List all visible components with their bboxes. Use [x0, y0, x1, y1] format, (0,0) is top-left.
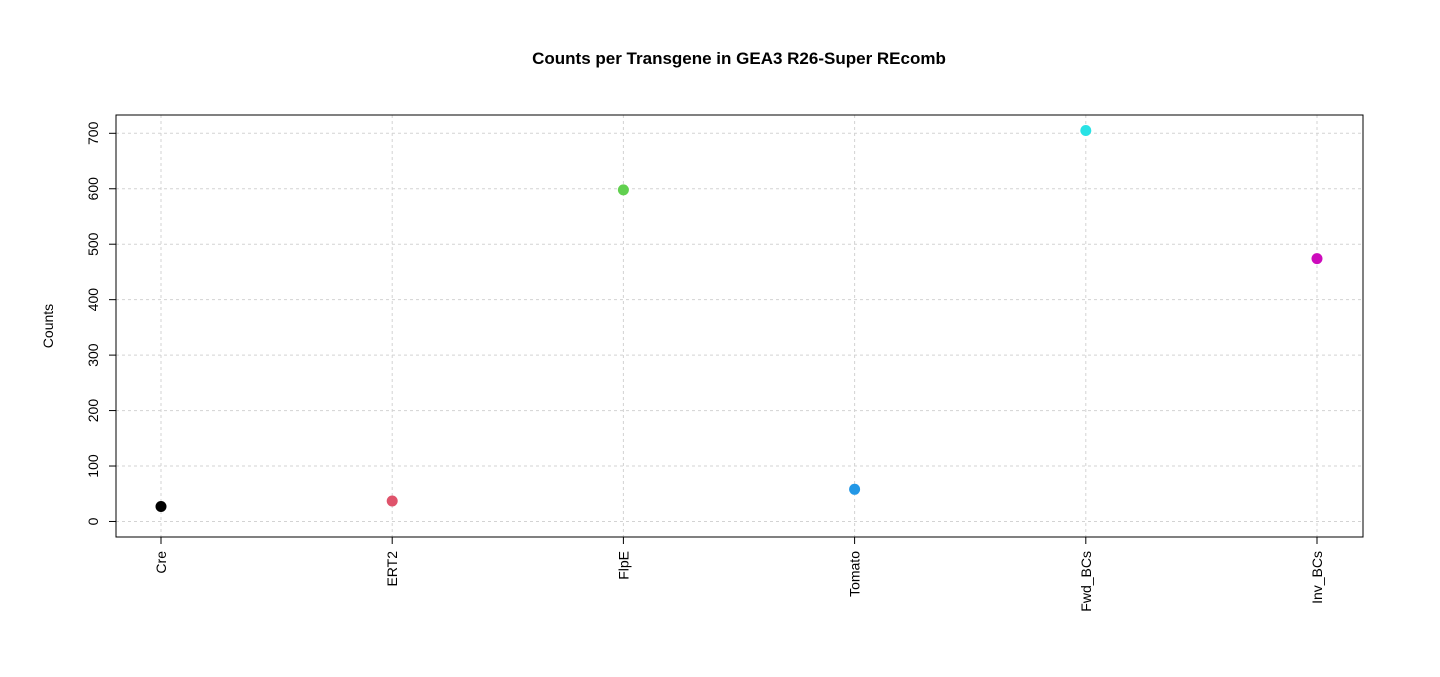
y-tick-label: 0: [85, 517, 101, 525]
y-tick-label: 100: [85, 454, 101, 478]
y-axis-label: Counts: [40, 304, 56, 348]
x-tick-label: FlpE: [615, 551, 631, 580]
y-tick-label: 200: [85, 399, 101, 423]
y-tick-label: 400: [85, 288, 101, 312]
data-point-tomato: [849, 483, 861, 495]
data-point-cre: [155, 501, 167, 513]
x-tick-label: Cre: [153, 551, 169, 574]
grid-lines: [116, 115, 1363, 537]
y-tick-label: 700: [85, 121, 101, 145]
y-tick-label: 500: [85, 232, 101, 256]
data-points: [155, 125, 1323, 513]
chart-title: Counts per Transgene in GEA3 R26-Super R…: [532, 49, 946, 68]
plot-frame: [115, 114, 1364, 538]
x-tick-label: ERT2: [384, 551, 400, 587]
x-tick-label: Tomato: [847, 551, 863, 597]
axes: 0 100 200 300 400 500 600 700 Cre ERT2 FlpE Tomato F…: [85, 121, 1325, 611]
x-tick-label: Fwd_BCs: [1078, 551, 1094, 612]
y-tick-label: 600: [85, 177, 101, 201]
data-point-fwd-bcs: [1080, 125, 1092, 137]
data-point-flpe: [617, 184, 629, 196]
x-tick-label: Inv_BCs: [1309, 551, 1325, 604]
data-point-inv-bcs: [1311, 253, 1323, 265]
y-tick-label: 300: [85, 343, 101, 367]
data-point-ert2: [386, 495, 398, 507]
